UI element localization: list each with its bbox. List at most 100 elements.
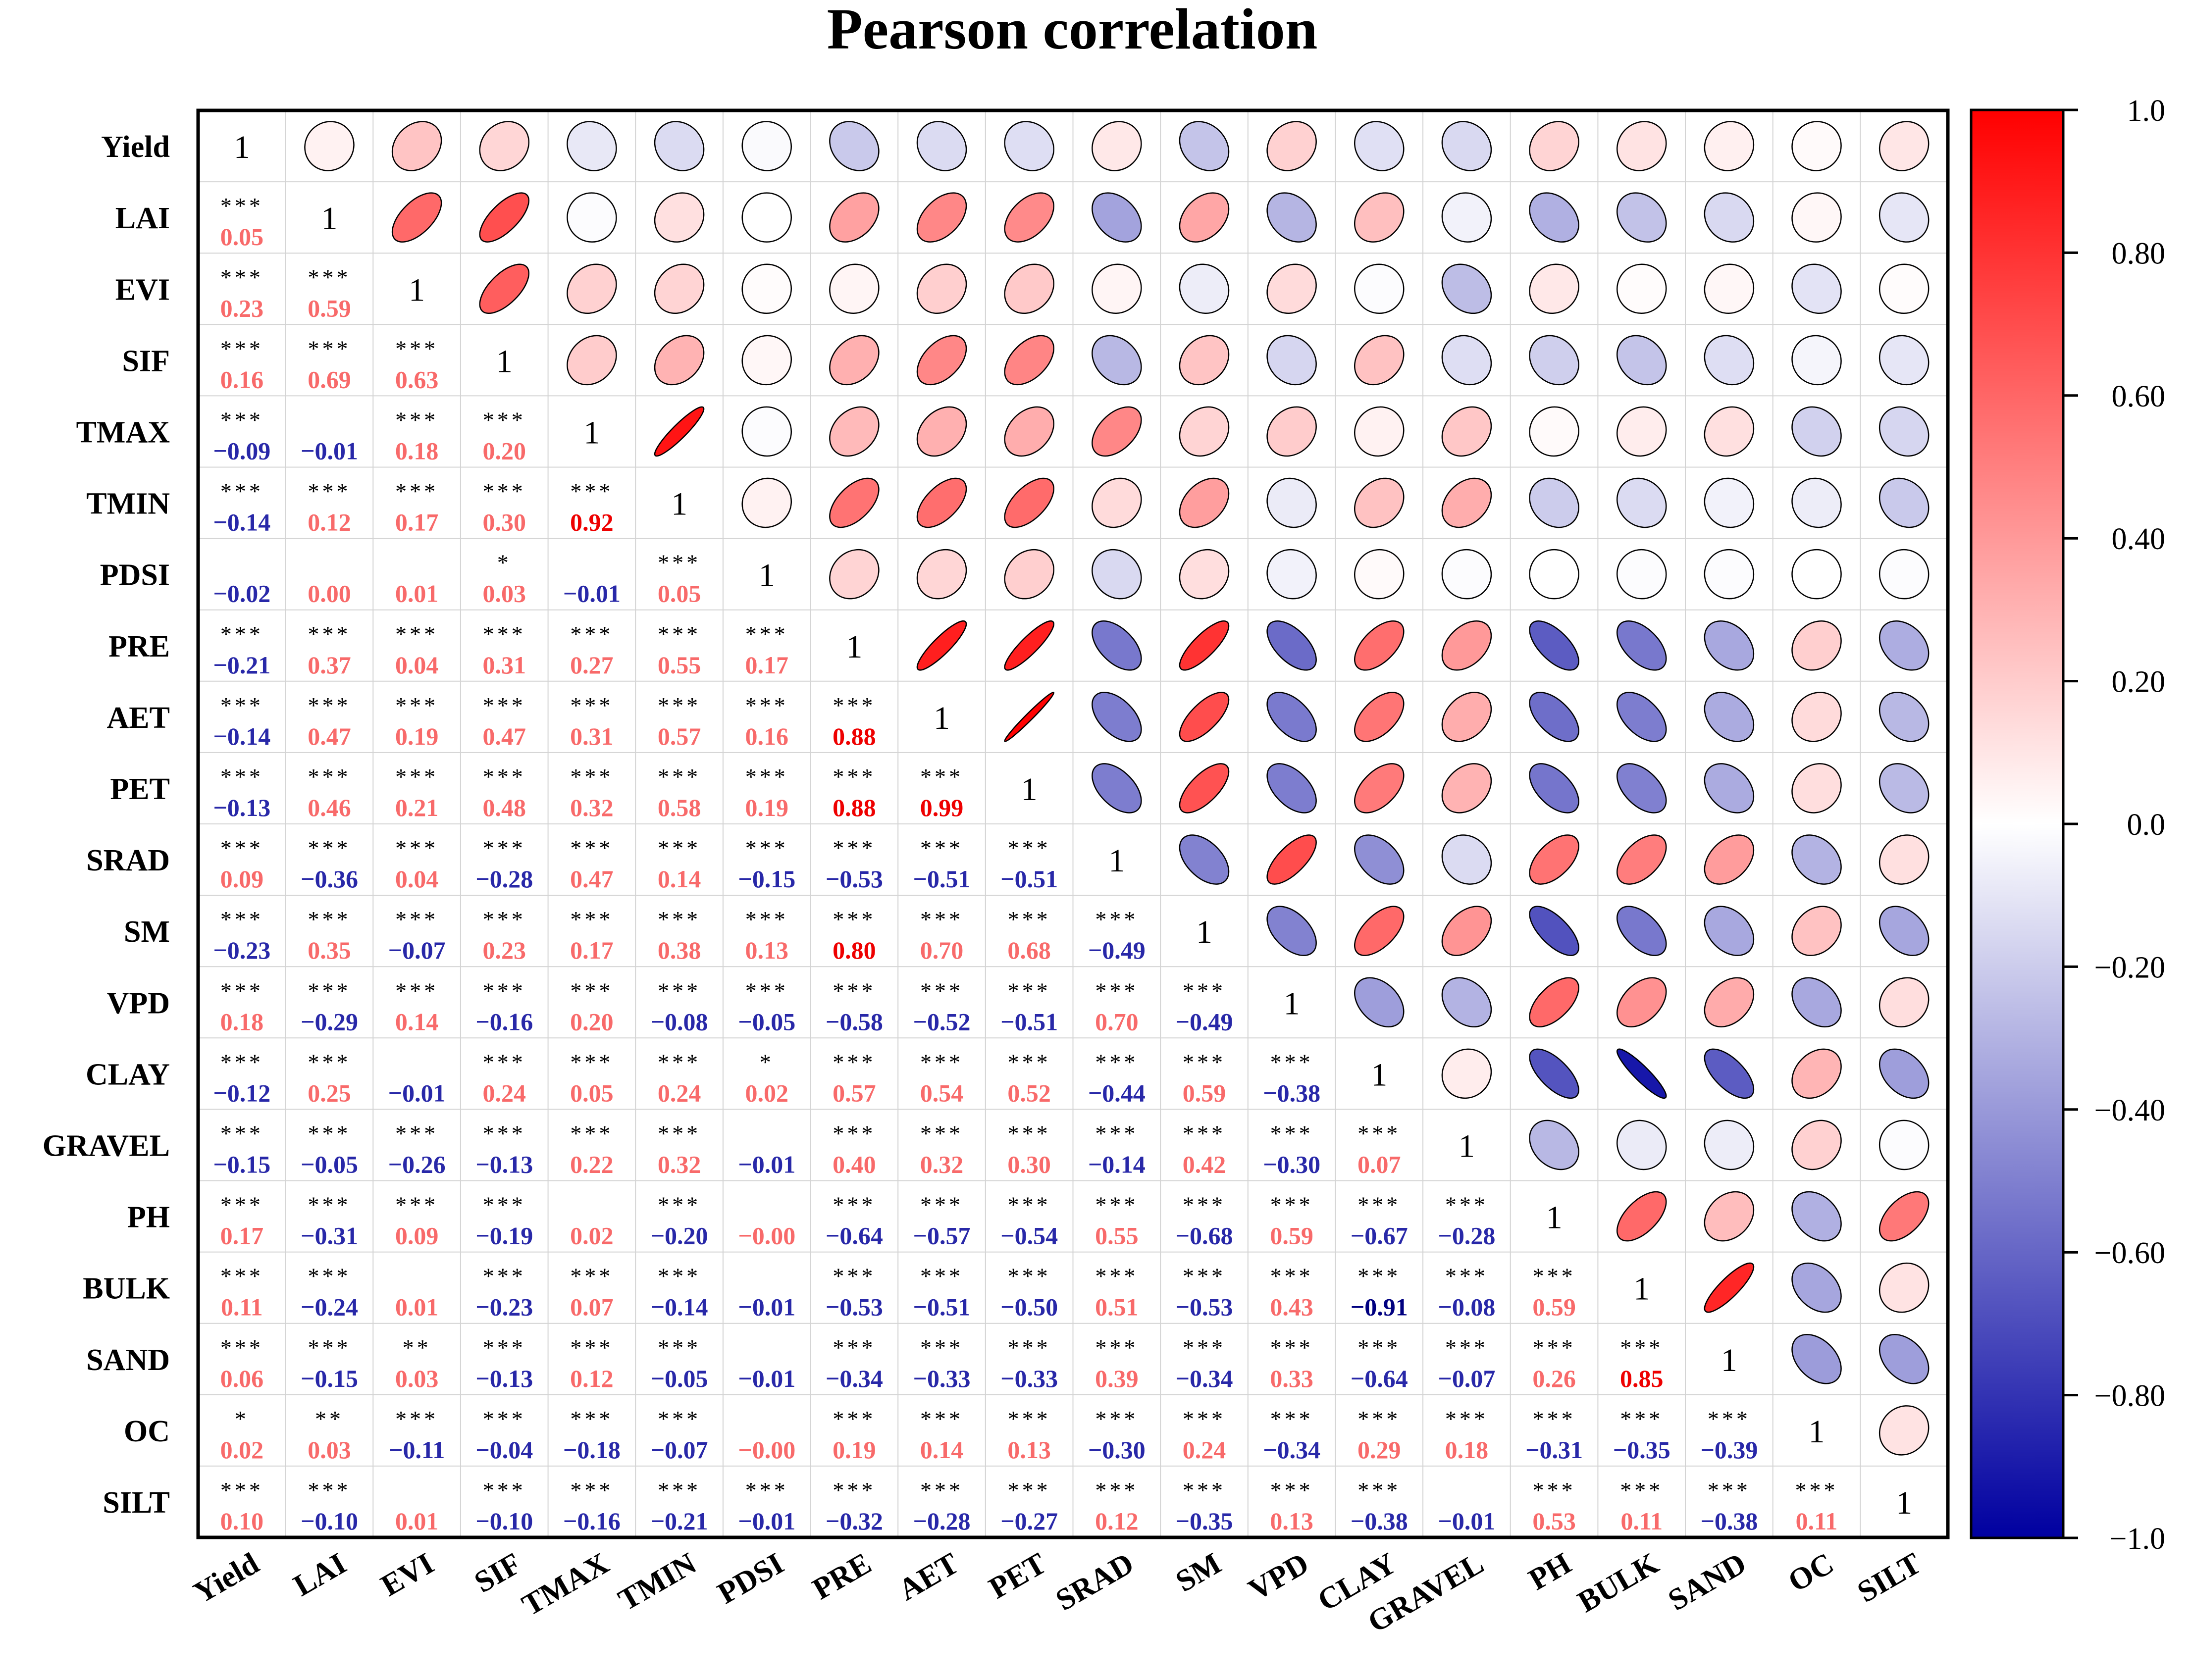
correlation-value: −0.02 (213, 580, 270, 608)
significance-stars: *** (1008, 978, 1051, 1003)
correlation-ellipse (1529, 763, 1579, 814)
correlation-ellipse (1878, 1262, 1930, 1313)
significance-stars: *** (1445, 1192, 1488, 1218)
significance-stars: *** (308, 764, 351, 789)
correlation-value: 0.04 (395, 865, 439, 893)
correlation-ellipse (741, 121, 792, 171)
significance-stars: *** (308, 1477, 351, 1503)
correlation-ellipse (1441, 192, 1492, 243)
correlation-ellipse (1791, 1048, 1842, 1099)
significance-stars: *** (833, 1049, 876, 1074)
correlation-value: −0.14 (1088, 1150, 1146, 1178)
correlation-value: −0.28 (1438, 1222, 1495, 1250)
significance-stars: *** (395, 978, 438, 1003)
diagonal-value: 1 (934, 700, 950, 736)
column-label: PDSI (712, 1546, 789, 1611)
correlation-value: −0.05 (651, 1365, 708, 1392)
correlation-ellipse (1179, 335, 1230, 386)
diagonal-value: 1 (496, 343, 513, 379)
correlation-value: 0.29 (1357, 1436, 1401, 1464)
correlation-value: 0.21 (395, 794, 439, 821)
correlation-ellipse (1791, 263, 1842, 314)
significance-stars: *** (395, 693, 438, 718)
correlation-ellipse (1791, 406, 1842, 457)
significance-stars: *** (220, 1049, 263, 1074)
correlation-ellipse (1704, 263, 1755, 314)
correlation-ellipse (1616, 1120, 1667, 1171)
correlation-value: −0.00 (738, 1222, 795, 1250)
correlation-value: 0.35 (308, 936, 351, 964)
correlation-value: −0.58 (826, 1008, 883, 1035)
row-label: SAND (86, 1343, 170, 1377)
correlation-ellipse (1179, 549, 1230, 600)
correlation-ellipse (1529, 1120, 1579, 1171)
correlation-value: −0.54 (1000, 1222, 1058, 1250)
correlation-value: 0.16 (220, 365, 264, 393)
correlation-value: 0.09 (395, 1222, 439, 1250)
correlation-ellipse (1092, 335, 1142, 386)
correlation-value: 0.85 (1620, 1365, 1664, 1392)
correlation-value: 0.24 (483, 1079, 526, 1107)
correlation-value: −0.26 (388, 1150, 446, 1178)
correlation-value: 0.70 (920, 936, 964, 964)
correlation-value: 0.11 (1620, 1507, 1663, 1535)
correlation-value: −0.01 (301, 437, 358, 464)
correlation-value: −0.38 (1700, 1507, 1758, 1535)
correlation-value: 0.23 (483, 936, 526, 964)
correlation-ellipse (1791, 1191, 1842, 1242)
correlation-ellipse (304, 121, 355, 171)
correlation-value: −0.34 (826, 1365, 883, 1392)
correlation-ellipse (1791, 763, 1842, 814)
significance-stars: *** (1445, 1335, 1488, 1360)
correlation-value: −0.51 (1000, 1008, 1058, 1035)
correlation-value: −0.38 (1263, 1079, 1320, 1107)
significance-stars: *** (745, 621, 788, 647)
correlation-ellipse (1616, 1191, 1667, 1242)
correlation-ellipse (1004, 549, 1054, 600)
significance-stars: *** (1357, 1406, 1401, 1431)
correlation-value: 0.05 (220, 223, 264, 251)
correlation-ellipse (1791, 1120, 1842, 1171)
correlation-ellipse (829, 335, 880, 386)
column-label: TMAX (517, 1546, 615, 1623)
significance-stars: *** (570, 1049, 613, 1074)
correlation-ellipse (1354, 549, 1405, 600)
significance-stars: *** (1095, 1192, 1138, 1218)
significance-stars: *** (920, 1192, 963, 1218)
correlation-ellipse (1092, 620, 1142, 671)
significance-stars: *** (1183, 1406, 1226, 1431)
diagonal-value: 1 (1546, 1200, 1563, 1236)
correlation-value: −0.18 (563, 1436, 621, 1464)
correlation-value: −0.13 (475, 1365, 533, 1392)
significance-stars: *** (745, 1477, 788, 1503)
significance-stars: *** (745, 693, 788, 718)
correlation-ellipse (1791, 1333, 1842, 1384)
correlation-ellipse (1878, 1333, 1930, 1384)
diagonal-value: 1 (1108, 843, 1125, 879)
correlation-ellipse (479, 263, 530, 314)
correlation-value: 0.23 (220, 294, 264, 322)
diagonal-value: 1 (1196, 914, 1212, 950)
diagonal-value: 1 (583, 414, 600, 451)
correlation-ellipse (1704, 1262, 1755, 1313)
correlation-ellipse (1529, 906, 1579, 956)
significance-stars: *** (220, 621, 263, 647)
significance-stars: *** (1183, 1335, 1226, 1360)
correlation-ellipse (1092, 477, 1142, 528)
correlation-value: 0.09 (220, 865, 264, 893)
correlation-ellipse (654, 121, 705, 171)
significance-stars: *** (1620, 1477, 1663, 1503)
correlation-ellipse (1878, 1405, 1930, 1456)
significance-stars: *** (1095, 1049, 1138, 1074)
colorbar-tick-label: −1.0 (2110, 1522, 2165, 1556)
correlation-value: 0.59 (1270, 1222, 1313, 1250)
correlation-value: 0.14 (395, 1008, 439, 1035)
column-label: SRAD (1050, 1546, 1139, 1617)
correlation-ellipse (1529, 620, 1579, 671)
correlation-value: 0.80 (833, 936, 876, 964)
correlation-ellipse (1616, 620, 1667, 671)
correlation-value: 0.27 (570, 651, 614, 679)
correlation-value: −0.28 (913, 1507, 971, 1535)
correlation-ellipse (1354, 477, 1405, 528)
correlation-value: 0.04 (395, 651, 439, 679)
